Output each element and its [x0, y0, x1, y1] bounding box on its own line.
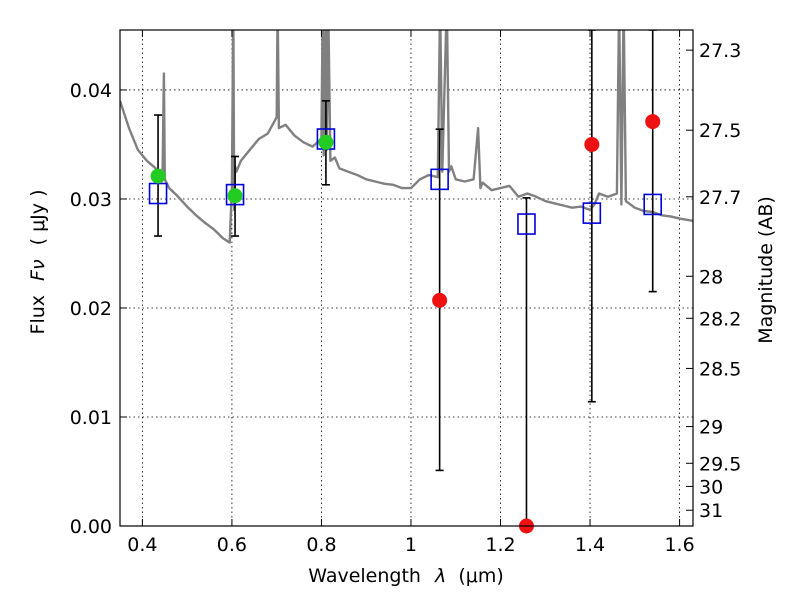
y2-tick-label: 29 [699, 417, 723, 439]
y-tick-label: 0.00 [70, 516, 112, 538]
x-tick-label: 1.6 [664, 534, 694, 556]
y-axis-ticks: 0.00 0.01 0.02 0.03 0.04 [70, 80, 127, 538]
spectrum-line [120, 30, 693, 244]
model-point [430, 168, 449, 191]
x-tick-label: 0.6 [217, 534, 247, 556]
y-axis-label-text: Flux [27, 295, 49, 335]
model-point [517, 213, 536, 235]
x-tick-label: 0.8 [306, 534, 336, 556]
y-axis-label-unit: ( μJy ) [27, 190, 49, 246]
upper-limit-point [584, 136, 600, 152]
y2-tick-label: 27.7 [699, 187, 741, 209]
y2-tick-label: 27.5 [699, 120, 741, 142]
y-axis-label: Flux Fν ( μJy ) [27, 190, 49, 335]
x-axis-label-unit: (μm) [458, 565, 503, 587]
y2-axis-label: Magnitude (AB) [755, 196, 777, 344]
x-tick-label: 1 [405, 534, 417, 556]
x-axis-label-text: Wavelength [308, 565, 421, 587]
y2-tick-label: 30 [699, 476, 723, 498]
upper-limit-point [432, 292, 448, 308]
model-spectrum [120, 30, 693, 244]
y2-tick-label: 31 [699, 500, 723, 522]
x-tick-label: 0.4 [127, 534, 157, 556]
detection-point [227, 188, 243, 204]
y-tick-label: 0.04 [70, 80, 112, 102]
x-tick-label: 1.2 [485, 534, 515, 556]
detection-point [318, 134, 334, 150]
y2-tick-label: 28.5 [699, 358, 741, 380]
detection-point [150, 168, 166, 184]
model-point [643, 193, 663, 216]
y2-tick-label: 28.2 [699, 308, 741, 330]
y2-tick-label: 28 [699, 266, 723, 288]
plot-area [120, 30, 693, 526]
model-point [225, 183, 245, 206]
y-axis-label-symbol: Fν [27, 259, 49, 281]
y2-tick-label: 29.5 [699, 453, 741, 475]
grid [120, 30, 693, 527]
x-axis-label-symbol: λ [434, 565, 446, 587]
model-point [582, 202, 602, 224]
y-tick-label: 0.01 [70, 407, 112, 429]
plot-frame [119, 29, 694, 527]
data-markers [148, 114, 663, 534]
x-axis-ticks: 0.4 0.6 0.8 1 1.2 1.4 1.6 [127, 30, 695, 556]
y-tick-label: 0.02 [70, 298, 112, 320]
x-axis-label: Wavelength λ (μm) [308, 565, 503, 587]
y2-tick-label: 27.3 [699, 40, 741, 62]
upper-limit-point [645, 114, 661, 130]
x-tick-label: 1.4 [575, 534, 605, 556]
y-tick-label: 0.03 [70, 189, 112, 211]
